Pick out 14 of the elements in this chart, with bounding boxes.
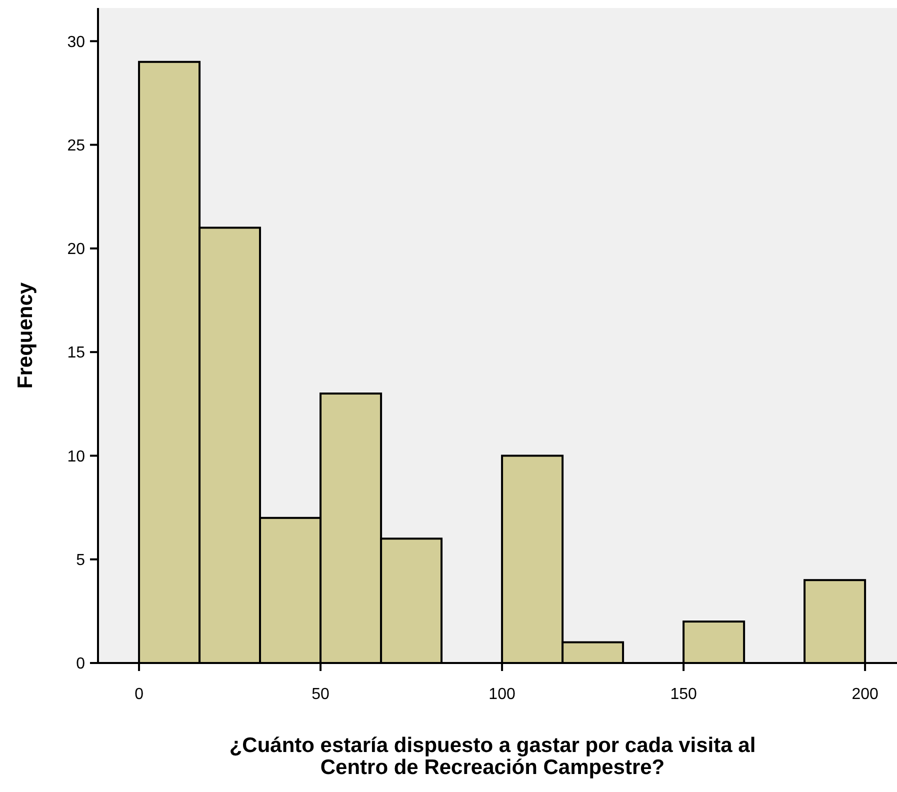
y-tick-label: 0 — [76, 656, 86, 673]
y-tick-label: 15 — [67, 344, 86, 362]
y-tick-label: 5 — [76, 552, 86, 569]
x-tick-label: 100 — [488, 686, 516, 703]
x-tick-label: 150 — [670, 686, 697, 703]
y-tick-label: 30 — [67, 34, 86, 51]
y-tick-label: 25 — [67, 137, 86, 154]
x-tick-label: 50 — [312, 686, 330, 703]
y-axis-title: Frequency — [14, 282, 37, 389]
x-tick-label: 0 — [134, 686, 144, 703]
x-axis-title: ¿Cuánto estaría dispuesto a gastar por cada visita al Centro de Recreación Campestre? — [229, 734, 756, 779]
y-tick-label: 10 — [67, 448, 86, 466]
x-tick-label: 200 — [852, 686, 878, 703]
y-tick-label: 20 — [67, 241, 86, 258]
